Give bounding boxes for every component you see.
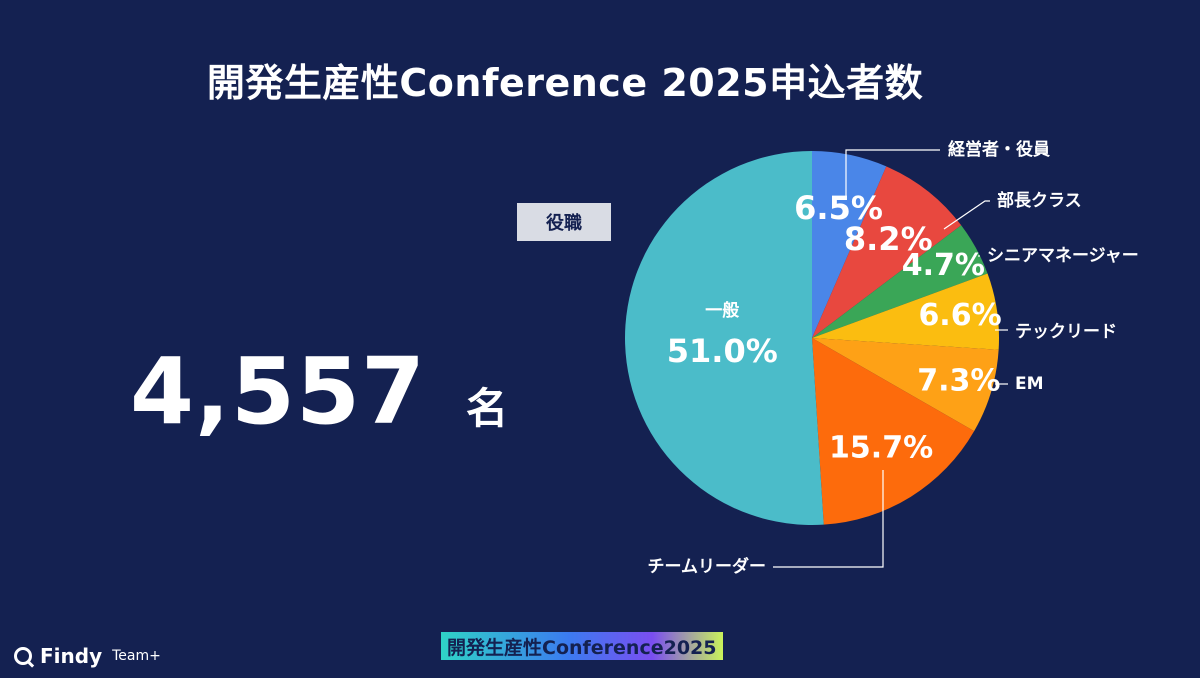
pie-slice <box>812 151 887 338</box>
slice-value-label: 4.7% <box>902 248 985 283</box>
total-unit: 名 <box>466 384 509 433</box>
slice-value-label: 6.6% <box>918 298 1001 333</box>
slice-value-label: 7.3% <box>917 364 1000 399</box>
total-count: 4,557 名 <box>130 338 508 448</box>
pie-slice <box>812 225 988 338</box>
logo-text: Findy <box>40 644 103 668</box>
slice-value-label: 8.2% <box>844 220 933 258</box>
search-icon <box>14 647 32 665</box>
slice-category-label: EM <box>1015 374 1044 394</box>
pie-slice <box>812 338 975 525</box>
pie-slice <box>812 166 962 338</box>
callout-line <box>943 200 990 230</box>
slice-category-label: テックリード <box>1015 322 1117 342</box>
slice-category-label: シニアマネージャー <box>987 246 1139 266</box>
slice-category-label: 一般 <box>705 300 739 321</box>
callout-line <box>845 149 940 197</box>
pie-slice <box>812 338 999 432</box>
slice-category-label: チームリーダー <box>648 556 767 577</box>
slice-category-label: 経営者・役員 <box>948 139 1050 160</box>
category-tag: 役職 <box>517 203 611 241</box>
total-number: 4,557 <box>130 338 427 445</box>
slice-category-label: 部長クラス <box>997 190 1082 211</box>
slice-value-label: 51.0% <box>667 332 778 370</box>
conference-badge: 開発生産性Conference2025 <box>441 632 723 660</box>
slice-value-label: 6.5% <box>794 189 883 227</box>
slice-value-label: 15.7% <box>829 431 933 466</box>
pie-slice <box>624 151 824 525</box>
findy-logo: Findy Team+ <box>14 644 161 668</box>
callout-line <box>773 470 884 568</box>
logo-sub-text: Team+ <box>112 648 161 664</box>
page-title: 開発生産性Conference 2025申込者数 <box>206 61 924 105</box>
pie-slice <box>812 273 999 350</box>
